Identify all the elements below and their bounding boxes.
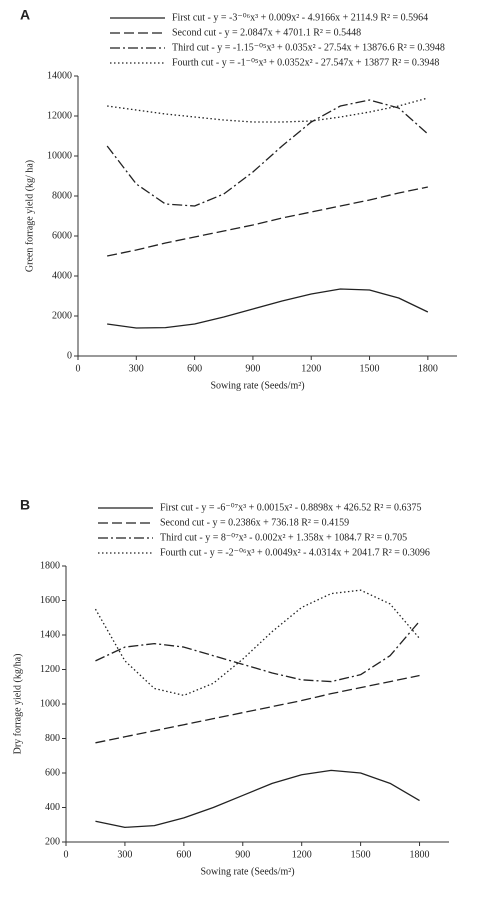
panel-label: A xyxy=(20,7,30,23)
y-tick-label: 0 xyxy=(67,350,72,361)
y-tick-label: 1600 xyxy=(40,595,60,606)
x-tick-label: 0 xyxy=(64,849,69,860)
y-tick-label: 1000 xyxy=(40,698,60,709)
y-tick-label: 800 xyxy=(45,733,60,744)
y-axis-label: Green forrage yield (kg/ ha) xyxy=(24,160,35,272)
y-tick-label: 1800 xyxy=(40,560,60,571)
series-line xyxy=(107,186,428,257)
legend-label: Third cut - y = 8⁻⁰⁷x³ - 0.002x² + 1.358… xyxy=(160,532,407,543)
x-tick-label: 0 xyxy=(76,363,81,374)
x-tick-label: 900 xyxy=(235,849,250,860)
y-tick-label: 1200 xyxy=(40,664,60,675)
x-tick-label: 300 xyxy=(117,849,132,860)
series-line xyxy=(106,99,429,207)
series-line xyxy=(95,674,420,744)
x-tick-label: 1800 xyxy=(410,849,430,860)
legend-label: Third cut - y = -1.15⁻⁰⁵x³ + 0.035x² - 2… xyxy=(172,42,445,53)
series-line xyxy=(107,97,429,123)
y-tick-label: 12000 xyxy=(47,110,72,121)
x-axis-label: Sowing rate (Seeds/m²) xyxy=(210,380,304,391)
y-tick-label: 600 xyxy=(45,767,60,778)
legend-label: First cut - y = -3⁻⁰⁶x³ + 0.009x² - 4.91… xyxy=(172,12,428,23)
panel-label: B xyxy=(20,497,30,513)
legend-label: Fourth cut - y = -1⁻⁰⁵x³ + 0.0352x² - 27… xyxy=(172,57,439,68)
y-tick-label: 1400 xyxy=(40,629,60,640)
series-line xyxy=(95,769,420,828)
y-tick-label: 8000 xyxy=(52,190,72,201)
x-tick-label: 1500 xyxy=(351,849,371,860)
x-tick-label: 300 xyxy=(129,363,144,374)
x-tick-label: 1200 xyxy=(292,849,312,860)
x-tick-label: 600 xyxy=(176,849,191,860)
legend-label: Fourth cut - y = -2⁻⁰⁶x³ + 0.0049x² - 4.… xyxy=(160,547,430,558)
y-axis-label: Dry forrage yield (kg/ha) xyxy=(12,654,23,755)
x-tick-label: 1200 xyxy=(301,363,321,374)
x-tick-label: 600 xyxy=(187,363,202,374)
series-line xyxy=(95,620,421,683)
x-tick-label: 900 xyxy=(245,363,260,374)
series-line xyxy=(94,589,421,697)
y-tick-label: 4000 xyxy=(52,270,72,281)
x-tick-label: 1500 xyxy=(360,363,380,374)
y-tick-label: 200 xyxy=(45,836,60,847)
series-line xyxy=(107,288,429,329)
y-tick-label: 6000 xyxy=(52,230,72,241)
legend-label: Second cut - y = 0.2386x + 736.18 R² = 0… xyxy=(160,517,349,528)
legend-label: Second cut - y = 2.0847x + 4701.1 R² = 0… xyxy=(172,27,361,38)
y-tick-label: 2000 xyxy=(52,310,72,321)
y-tick-label: 400 xyxy=(45,802,60,813)
y-tick-label: 14000 xyxy=(47,70,72,81)
x-axis-label: Sowing rate (Seeds/m²) xyxy=(200,866,294,877)
x-tick-label: 1800 xyxy=(418,363,438,374)
y-tick-label: 10000 xyxy=(47,150,72,161)
legend-label: First cut - y = -6⁻⁰⁷x³ + 0.0015x² - 0.8… xyxy=(160,502,422,513)
